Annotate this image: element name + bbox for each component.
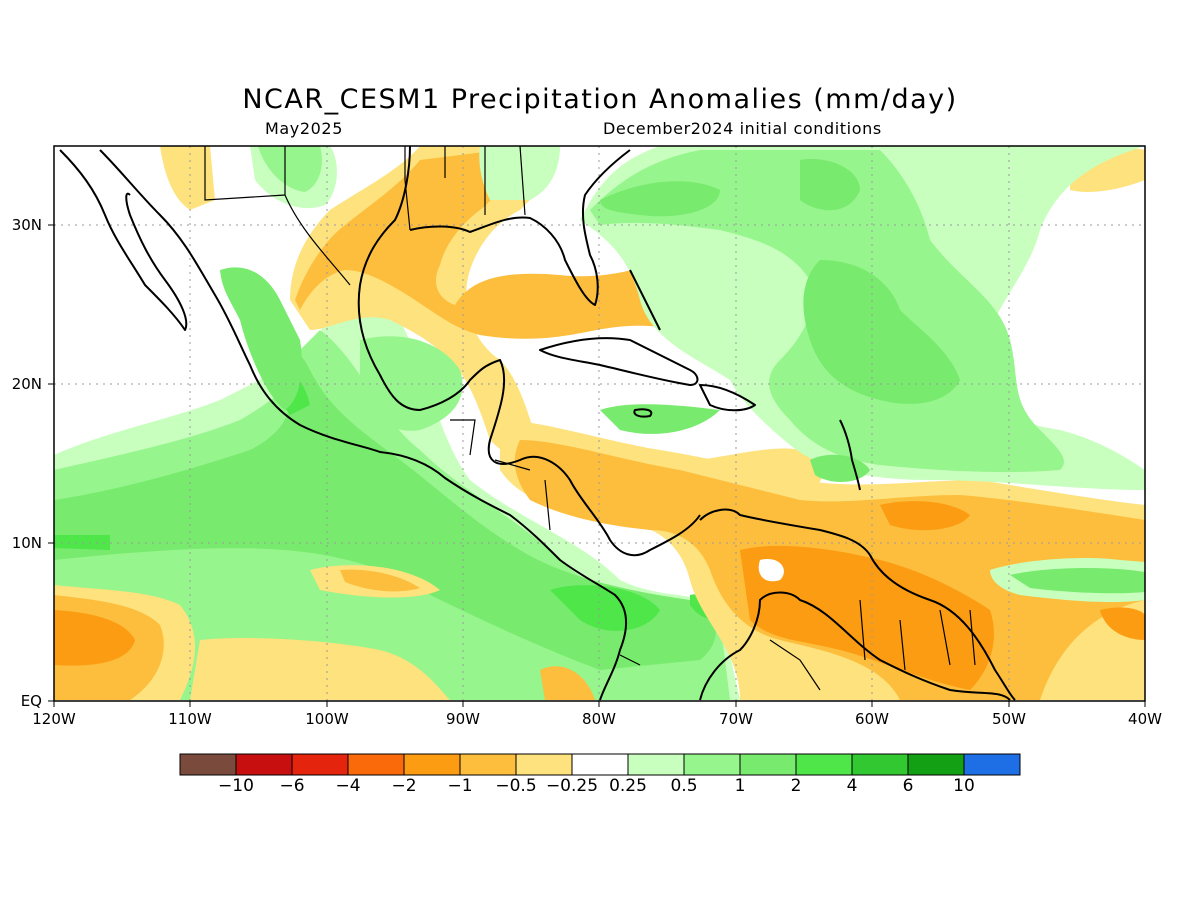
shade-sw-atlantic-mid bbox=[1010, 567, 1145, 594]
axis-ticks bbox=[48, 224, 1146, 707]
shade-sa-dark-orange bbox=[740, 501, 1145, 690]
shade-pacific-green bbox=[54, 346, 717, 670]
colorbar-swatch bbox=[459, 753, 517, 776]
coast-hispaniola bbox=[633, 384, 756, 418]
coast-gulf-mexico bbox=[357, 146, 701, 557]
colorbar bbox=[179, 753, 1021, 776]
lon-label-90w: 90W bbox=[446, 710, 480, 728]
shade-atlantic-green bbox=[600, 159, 960, 482]
shade-s-pacific-yellow-2 bbox=[190, 565, 450, 700]
lon-label-80w: 80W bbox=[582, 710, 616, 728]
gridlines bbox=[54, 146, 1145, 701]
lon-label-50w: 50W bbox=[992, 710, 1026, 728]
colorbar-label: 4 bbox=[846, 776, 858, 796]
colorbar-swatch bbox=[795, 753, 853, 776]
colorbar-label: −2 bbox=[391, 776, 417, 796]
lon-label-110w: 110W bbox=[168, 710, 212, 728]
colorbar-swatch bbox=[851, 753, 909, 776]
coastlines bbox=[59, 146, 1016, 701]
shade-sa-white-gap bbox=[758, 559, 784, 582]
colorbar-swatch bbox=[291, 753, 349, 776]
colorbar-label: −10 bbox=[218, 776, 254, 796]
coast-baja bbox=[59, 149, 188, 331]
borders bbox=[204, 146, 976, 691]
lat-label-20n: 20N bbox=[11, 375, 42, 393]
shade-nw-orange bbox=[160, 146, 215, 210]
shade-sw-pacific-dark-orange bbox=[54, 610, 135, 666]
colorbar-swatch bbox=[235, 753, 293, 776]
lon-label-120w: 120W bbox=[32, 710, 76, 728]
coast-cuba bbox=[539, 337, 699, 386]
colorbar-swatch bbox=[907, 753, 965, 776]
colorbar-swatch bbox=[515, 753, 573, 776]
colorbar-swatch bbox=[627, 753, 685, 776]
colorbar-label: −6 bbox=[279, 776, 305, 796]
lat-label-10n: 10N bbox=[11, 534, 42, 552]
colorbar-label: −0.25 bbox=[545, 776, 599, 796]
colorbar-label: 0.5 bbox=[670, 776, 698, 796]
colorbar-label: 10 bbox=[953, 776, 975, 796]
lon-label-100w: 100W bbox=[305, 710, 349, 728]
chart-title: NCAR_CESM1 Precipitation Anomalies (mm/d… bbox=[242, 84, 958, 115]
colorbar-swatch bbox=[179, 753, 237, 776]
lat-label-eq: EQ bbox=[20, 692, 42, 710]
initial-conditions: December2024 initial conditions bbox=[603, 119, 882, 138]
lon-label-40w: 40W bbox=[1128, 710, 1162, 728]
colorbar-label: 2 bbox=[790, 776, 802, 796]
colorbar-swatch bbox=[683, 753, 741, 776]
colorbar-label: 0.25 bbox=[609, 776, 647, 796]
colorbar-swatch bbox=[571, 753, 629, 776]
colorbar-swatch bbox=[347, 753, 405, 776]
anomaly-shading bbox=[54, 146, 1145, 700]
colorbar-swatch bbox=[403, 753, 461, 776]
shade-s-pacific-orange-2 bbox=[340, 569, 595, 700]
forecast-month: May2025 bbox=[265, 119, 343, 138]
colorbar-label: −4 bbox=[335, 776, 361, 796]
colorbar-label: −1 bbox=[447, 776, 473, 796]
coast-antilles bbox=[629, 269, 861, 491]
colorbar-label: 6 bbox=[902, 776, 914, 796]
colorbar-label: 1 bbox=[734, 776, 746, 796]
lat-label-30n: 30N bbox=[11, 216, 42, 234]
coast-us-gulf bbox=[409, 149, 631, 306]
coast-south-america bbox=[699, 508, 1016, 701]
lon-label-60w: 60W bbox=[855, 710, 889, 728]
shade-us-mid-green bbox=[258, 146, 322, 192]
colorbar-label: −0.5 bbox=[495, 776, 537, 796]
colorbar-swatch bbox=[963, 753, 1021, 776]
coast-mexico-pacific bbox=[99, 149, 628, 701]
shade-mexico-dark-green bbox=[220, 267, 302, 410]
lon-label-70w: 70W bbox=[719, 710, 753, 728]
colorbar-swatch bbox=[739, 753, 797, 776]
